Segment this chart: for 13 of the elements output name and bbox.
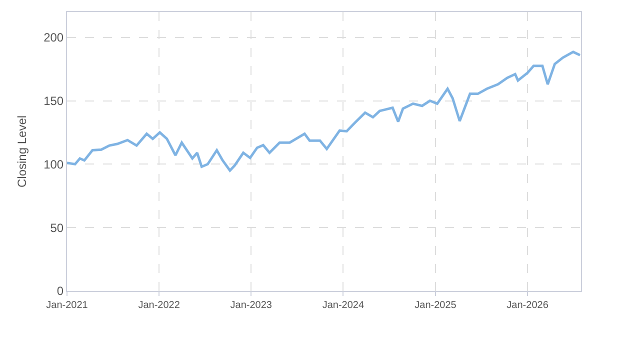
y-tick-label: 200 — [44, 30, 64, 45]
y-axis-title: Closing Level — [14, 115, 29, 188]
y-tick-label: 100 — [44, 157, 64, 172]
y-tick-label: 50 — [50, 220, 64, 235]
x-tick-label: Jan-2021 — [46, 300, 88, 311]
x-tick-label: Jan-2025 — [414, 300, 457, 311]
x-tick-label: Jan-2022 — [138, 300, 180, 311]
y-tick-label: 150 — [44, 94, 64, 108]
x-tick-label: Jan-2026 — [506, 300, 549, 311]
x-tick-label: Jan-2024 — [322, 300, 364, 311]
line-series — [67, 50, 581, 172]
x-tick-label: Jan-2023 — [230, 300, 272, 311]
y-tick-label: 0 — [56, 284, 64, 298]
